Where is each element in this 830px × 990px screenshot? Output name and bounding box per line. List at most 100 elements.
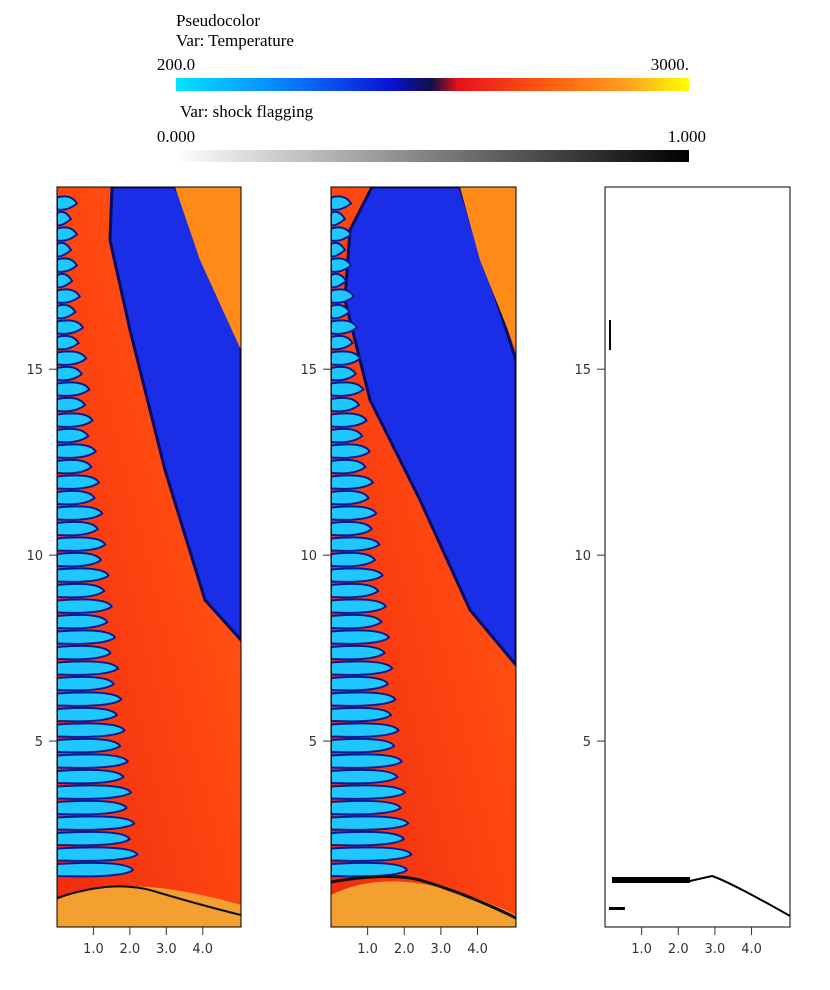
cold-finger <box>331 706 393 723</box>
cold-finger <box>57 288 82 304</box>
cold-finger <box>331 675 390 692</box>
shock-flag <box>609 320 611 350</box>
x-tick-label: 4.0 <box>192 942 213 957</box>
cold-finger <box>331 303 351 320</box>
cold-finger <box>331 784 407 800</box>
cold-finger <box>331 520 374 537</box>
cold-finger <box>57 458 93 475</box>
shock-front <box>331 874 516 920</box>
shock-flag <box>611 874 791 917</box>
cold-finger <box>57 427 90 444</box>
cold-finger <box>57 551 103 568</box>
cold-finger <box>57 489 96 506</box>
legend-var: Var: shock flagging <box>180 102 314 121</box>
cold-finger <box>57 334 80 351</box>
cold-finger <box>57 846 139 862</box>
pseudocolor-field <box>331 187 516 927</box>
cold-finger <box>331 722 400 738</box>
legend-max: 3000. <box>651 55 689 74</box>
cold-finger <box>331 195 353 211</box>
cold-finger <box>331 567 384 583</box>
cold-finger <box>331 458 367 475</box>
cold-finger <box>331 443 372 459</box>
cold-finger <box>331 489 370 506</box>
cold-finger <box>57 381 91 397</box>
cold-finger <box>57 210 73 227</box>
cold-finger <box>57 737 122 754</box>
cold-finger <box>57 536 107 552</box>
panel-frame <box>56 186 242 928</box>
cold-finger <box>331 365 358 382</box>
shock-flag <box>612 877 690 883</box>
cold-finger <box>331 210 347 227</box>
cold-finger <box>331 288 356 304</box>
cold-finger <box>331 412 368 428</box>
cold-finger <box>331 629 391 645</box>
y-tick-label: 15 <box>300 363 317 378</box>
cold-finger <box>331 257 353 273</box>
cold-finger <box>331 861 409 878</box>
cold-finger <box>57 629 117 645</box>
bottom-region <box>57 886 241 927</box>
cold-finger <box>57 722 126 738</box>
cold-finger <box>57 753 130 769</box>
x-tick-label: 1.0 <box>631 942 652 957</box>
cold-finger <box>331 613 383 630</box>
y-tick-label: 10 <box>26 549 43 564</box>
cold-finger <box>331 334 354 351</box>
cold-finger <box>57 613 109 630</box>
x-tick-label: 3.0 <box>705 942 726 957</box>
cold-finger <box>57 582 106 599</box>
colorbar <box>176 78 689 91</box>
cold-finger <box>331 815 410 831</box>
cold-finger <box>331 660 394 676</box>
finger-group <box>57 195 139 878</box>
y-tick-label: 5 <box>583 735 591 750</box>
cold-finger <box>57 319 85 335</box>
cold-finger <box>57 567 110 583</box>
legend-max: 1.000 <box>668 127 706 146</box>
panel-frame <box>330 186 517 928</box>
legend-min: 0.000 <box>157 127 195 146</box>
cold-finger <box>57 396 87 413</box>
cold-finger <box>331 381 365 397</box>
hot-region <box>460 187 516 350</box>
cold-finger <box>331 737 396 754</box>
cold-finger <box>331 598 388 614</box>
cold-finger <box>57 691 123 707</box>
cold-finger <box>331 846 413 862</box>
cold-finger <box>57 443 98 459</box>
cold-finger <box>331 505 378 521</box>
cold-finger <box>57 195 79 211</box>
cold-finger <box>57 644 112 661</box>
cold-finger <box>331 644 386 661</box>
cold-finger <box>57 784 133 800</box>
cold-finger <box>57 706 119 723</box>
x-tick-label: 1.0 <box>83 942 104 957</box>
cold-finger <box>331 226 353 242</box>
y-tick-label: 10 <box>574 549 591 564</box>
cold-finger <box>57 365 84 382</box>
cold-finger <box>331 319 359 335</box>
cold-finger <box>57 830 132 847</box>
x-tick-label: 3.0 <box>156 942 177 957</box>
panel-frame <box>604 186 791 928</box>
cold-finger <box>331 582 380 599</box>
cold-finger <box>57 303 77 320</box>
x-tick-label: 2.0 <box>120 942 141 957</box>
cold-finger <box>331 753 404 769</box>
pseudocolor-field <box>57 187 241 927</box>
x-tick-label: 4.0 <box>741 942 762 957</box>
cold-finger <box>57 799 128 816</box>
y-tick-label: 15 <box>26 363 43 378</box>
x-tick-label: 2.0 <box>394 942 415 957</box>
cold-finger <box>57 350 88 366</box>
cold-finger <box>331 241 347 258</box>
x-tick-label: 4.0 <box>467 942 488 957</box>
shock-front <box>57 885 241 916</box>
cold-finger <box>57 598 114 614</box>
cold-finger <box>331 691 397 707</box>
cold-finger <box>57 474 101 490</box>
y-tick-label: 5 <box>309 735 317 750</box>
